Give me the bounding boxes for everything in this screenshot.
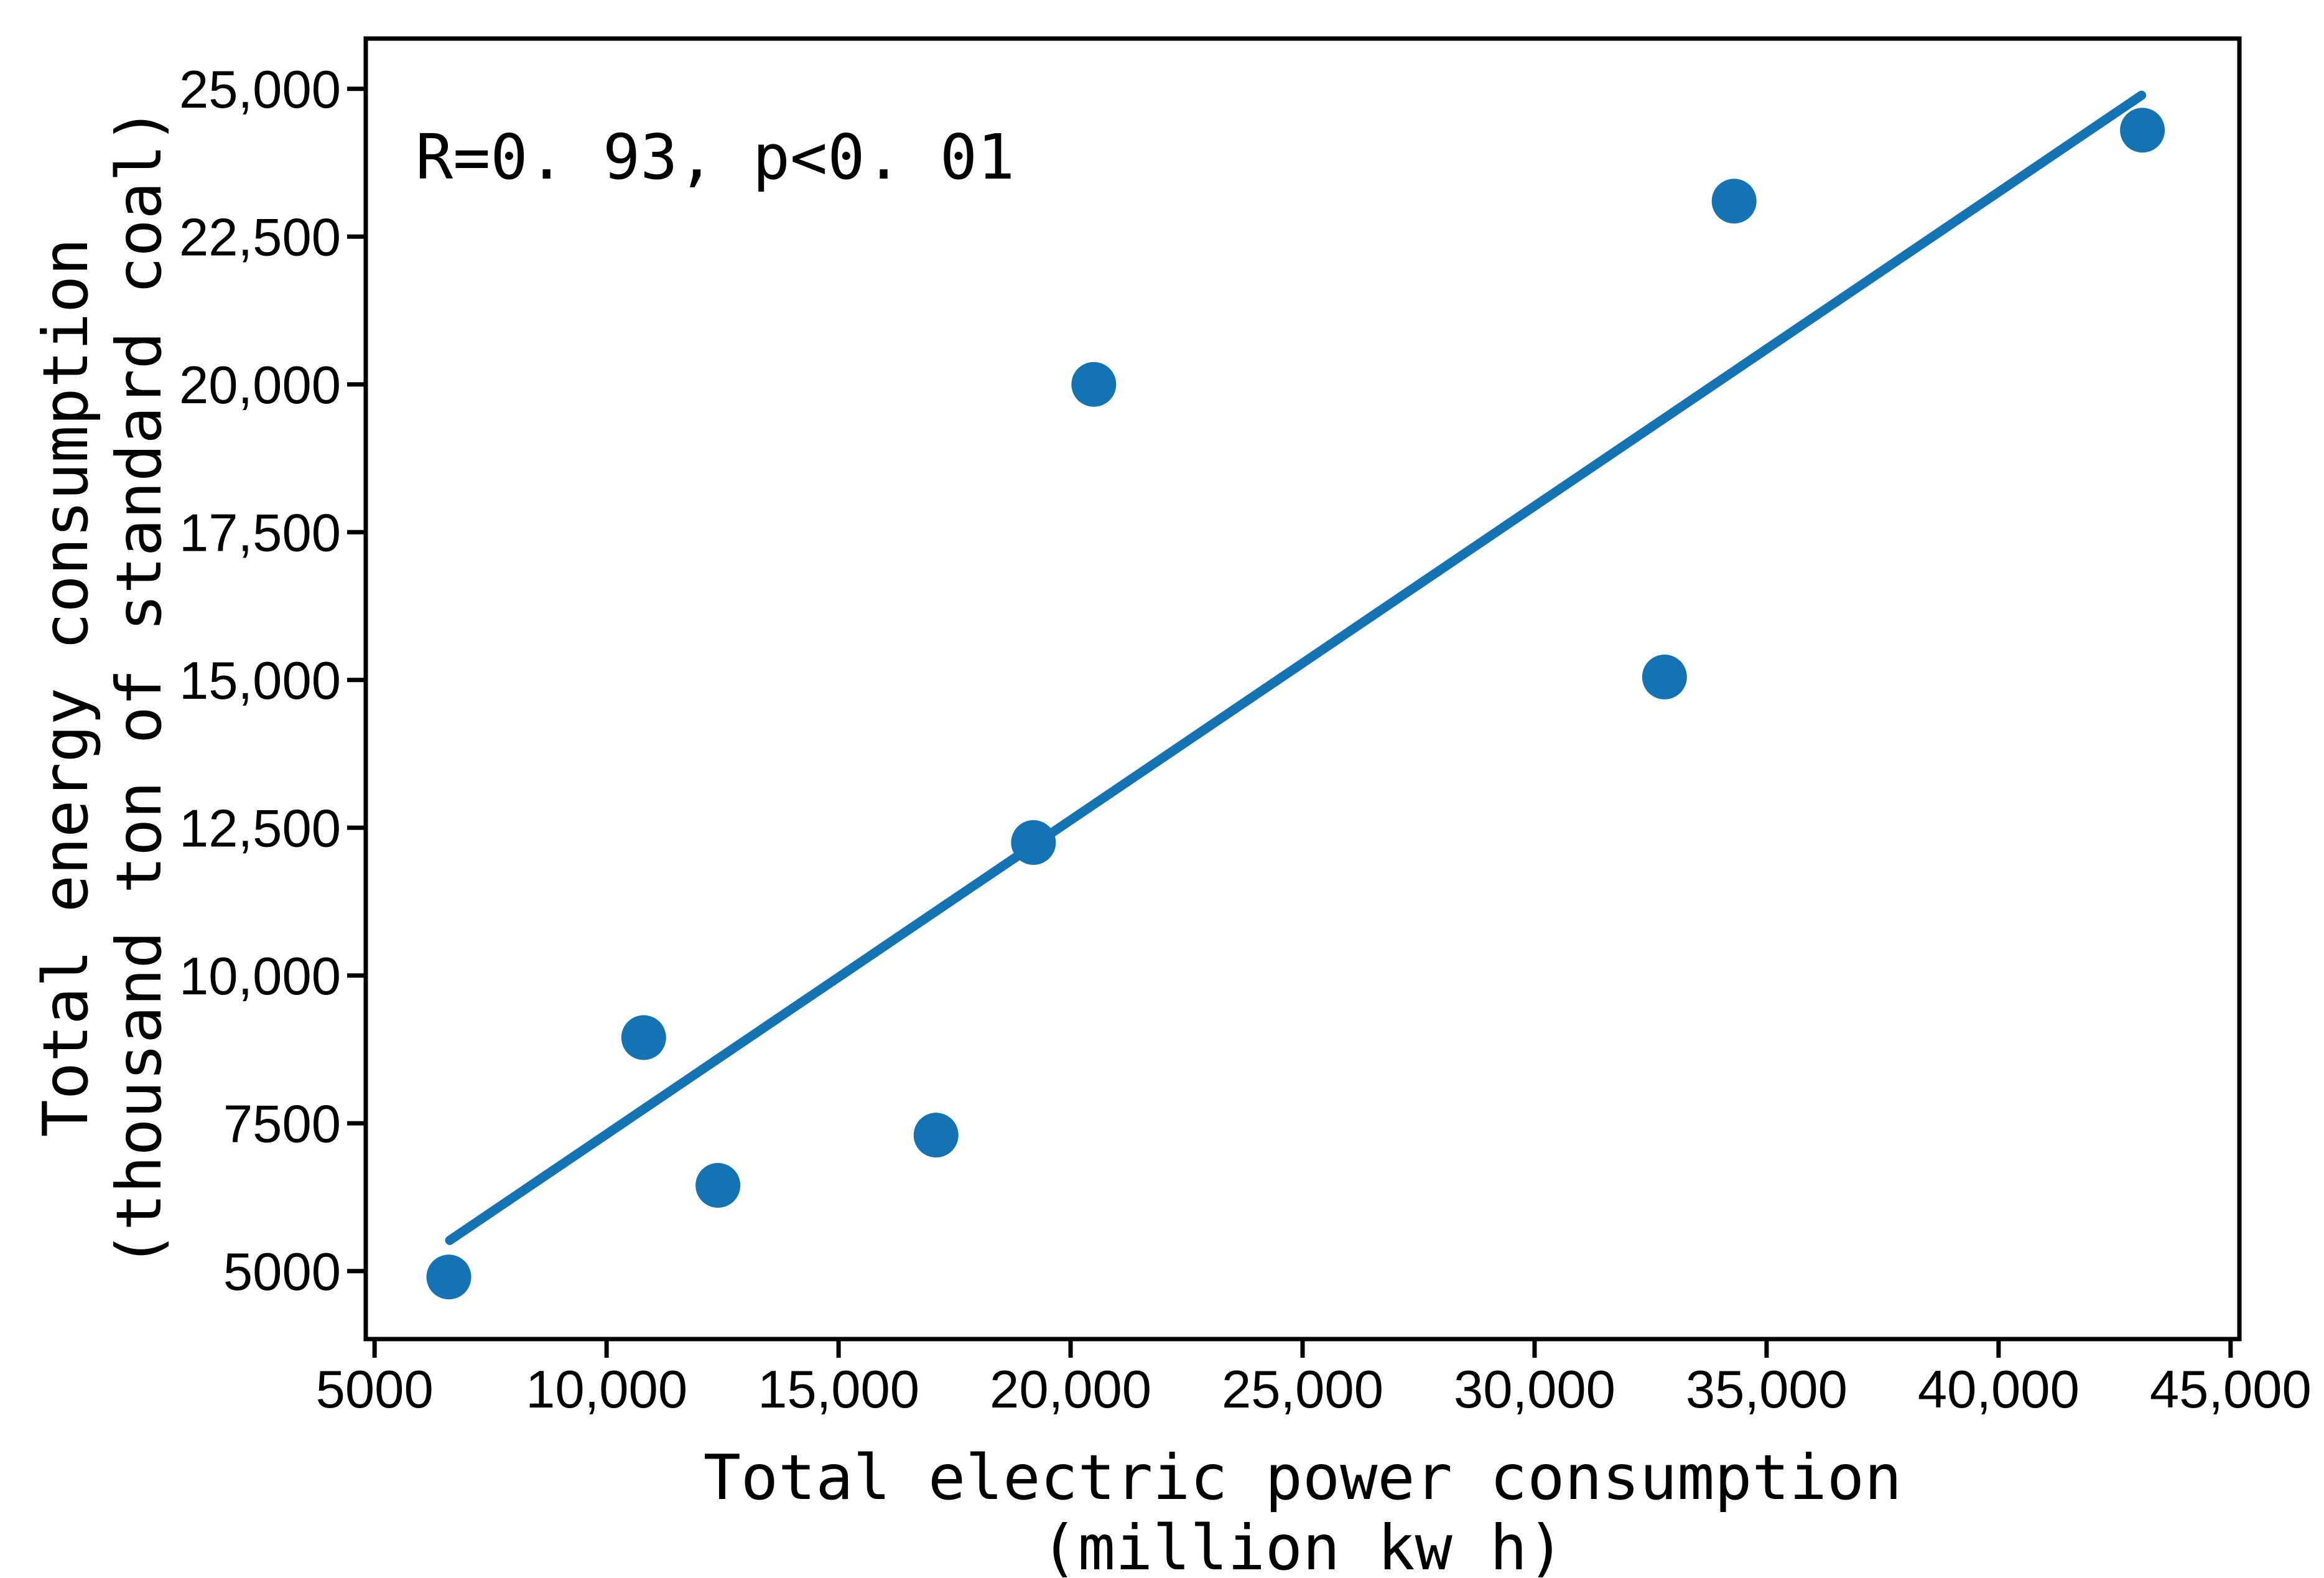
y-tick-label: 7500 <box>223 1095 341 1154</box>
x-tick-label: 5000 <box>316 1360 434 1419</box>
y-tick-label: 10,000 <box>179 947 341 1006</box>
data-point <box>426 1254 472 1300</box>
data-point <box>1642 655 1687 699</box>
x-tick-label: 20,000 <box>990 1360 1151 1419</box>
data-point <box>695 1163 741 1208</box>
y-axis-title-line1: Total energy consumption <box>29 238 102 1137</box>
x-tick-label: 35,000 <box>1686 1360 1848 1419</box>
plot-frame <box>363 36 2242 1342</box>
data-point <box>913 1113 959 1158</box>
y-tick-label: 12,500 <box>179 799 341 858</box>
y-axis-title-line2: (thousand ton of standard coal) <box>103 106 175 1269</box>
x-tick-label: 10,000 <box>526 1360 687 1419</box>
y-tick-label: 15,000 <box>179 651 341 711</box>
data-point <box>1711 179 1757 224</box>
data-point <box>621 1015 666 1060</box>
x-axis-title: Total electric power consumption (millio… <box>366 1442 2239 1578</box>
correlation-annotation: R=0. 93, p<0. 01 <box>416 121 1015 194</box>
x-tick-label: 45,000 <box>2150 1360 2312 1419</box>
x-tick-label: 15,000 <box>758 1360 919 1419</box>
x-axis-title-line1: Total electric power consumption <box>703 1441 1902 1514</box>
x-tick-label: 30,000 <box>1454 1360 1615 1419</box>
data-point <box>1071 362 1117 407</box>
y-tick-label: 5000 <box>223 1243 341 1302</box>
x-axis-title-line2: (million kw h) <box>1040 1511 1565 1578</box>
x-tick-label: 40,000 <box>1918 1360 2080 1419</box>
y-tick-label: 17,500 <box>179 503 341 563</box>
trend-line <box>445 90 2147 1245</box>
data-point <box>2120 108 2165 153</box>
x-tick-label: 25,000 <box>1222 1360 1383 1419</box>
y-tick-label: 20,000 <box>179 356 341 415</box>
y-tick-label: 22,500 <box>179 208 341 267</box>
y-tick-label: 25,000 <box>179 60 341 119</box>
data-point <box>1011 820 1056 865</box>
